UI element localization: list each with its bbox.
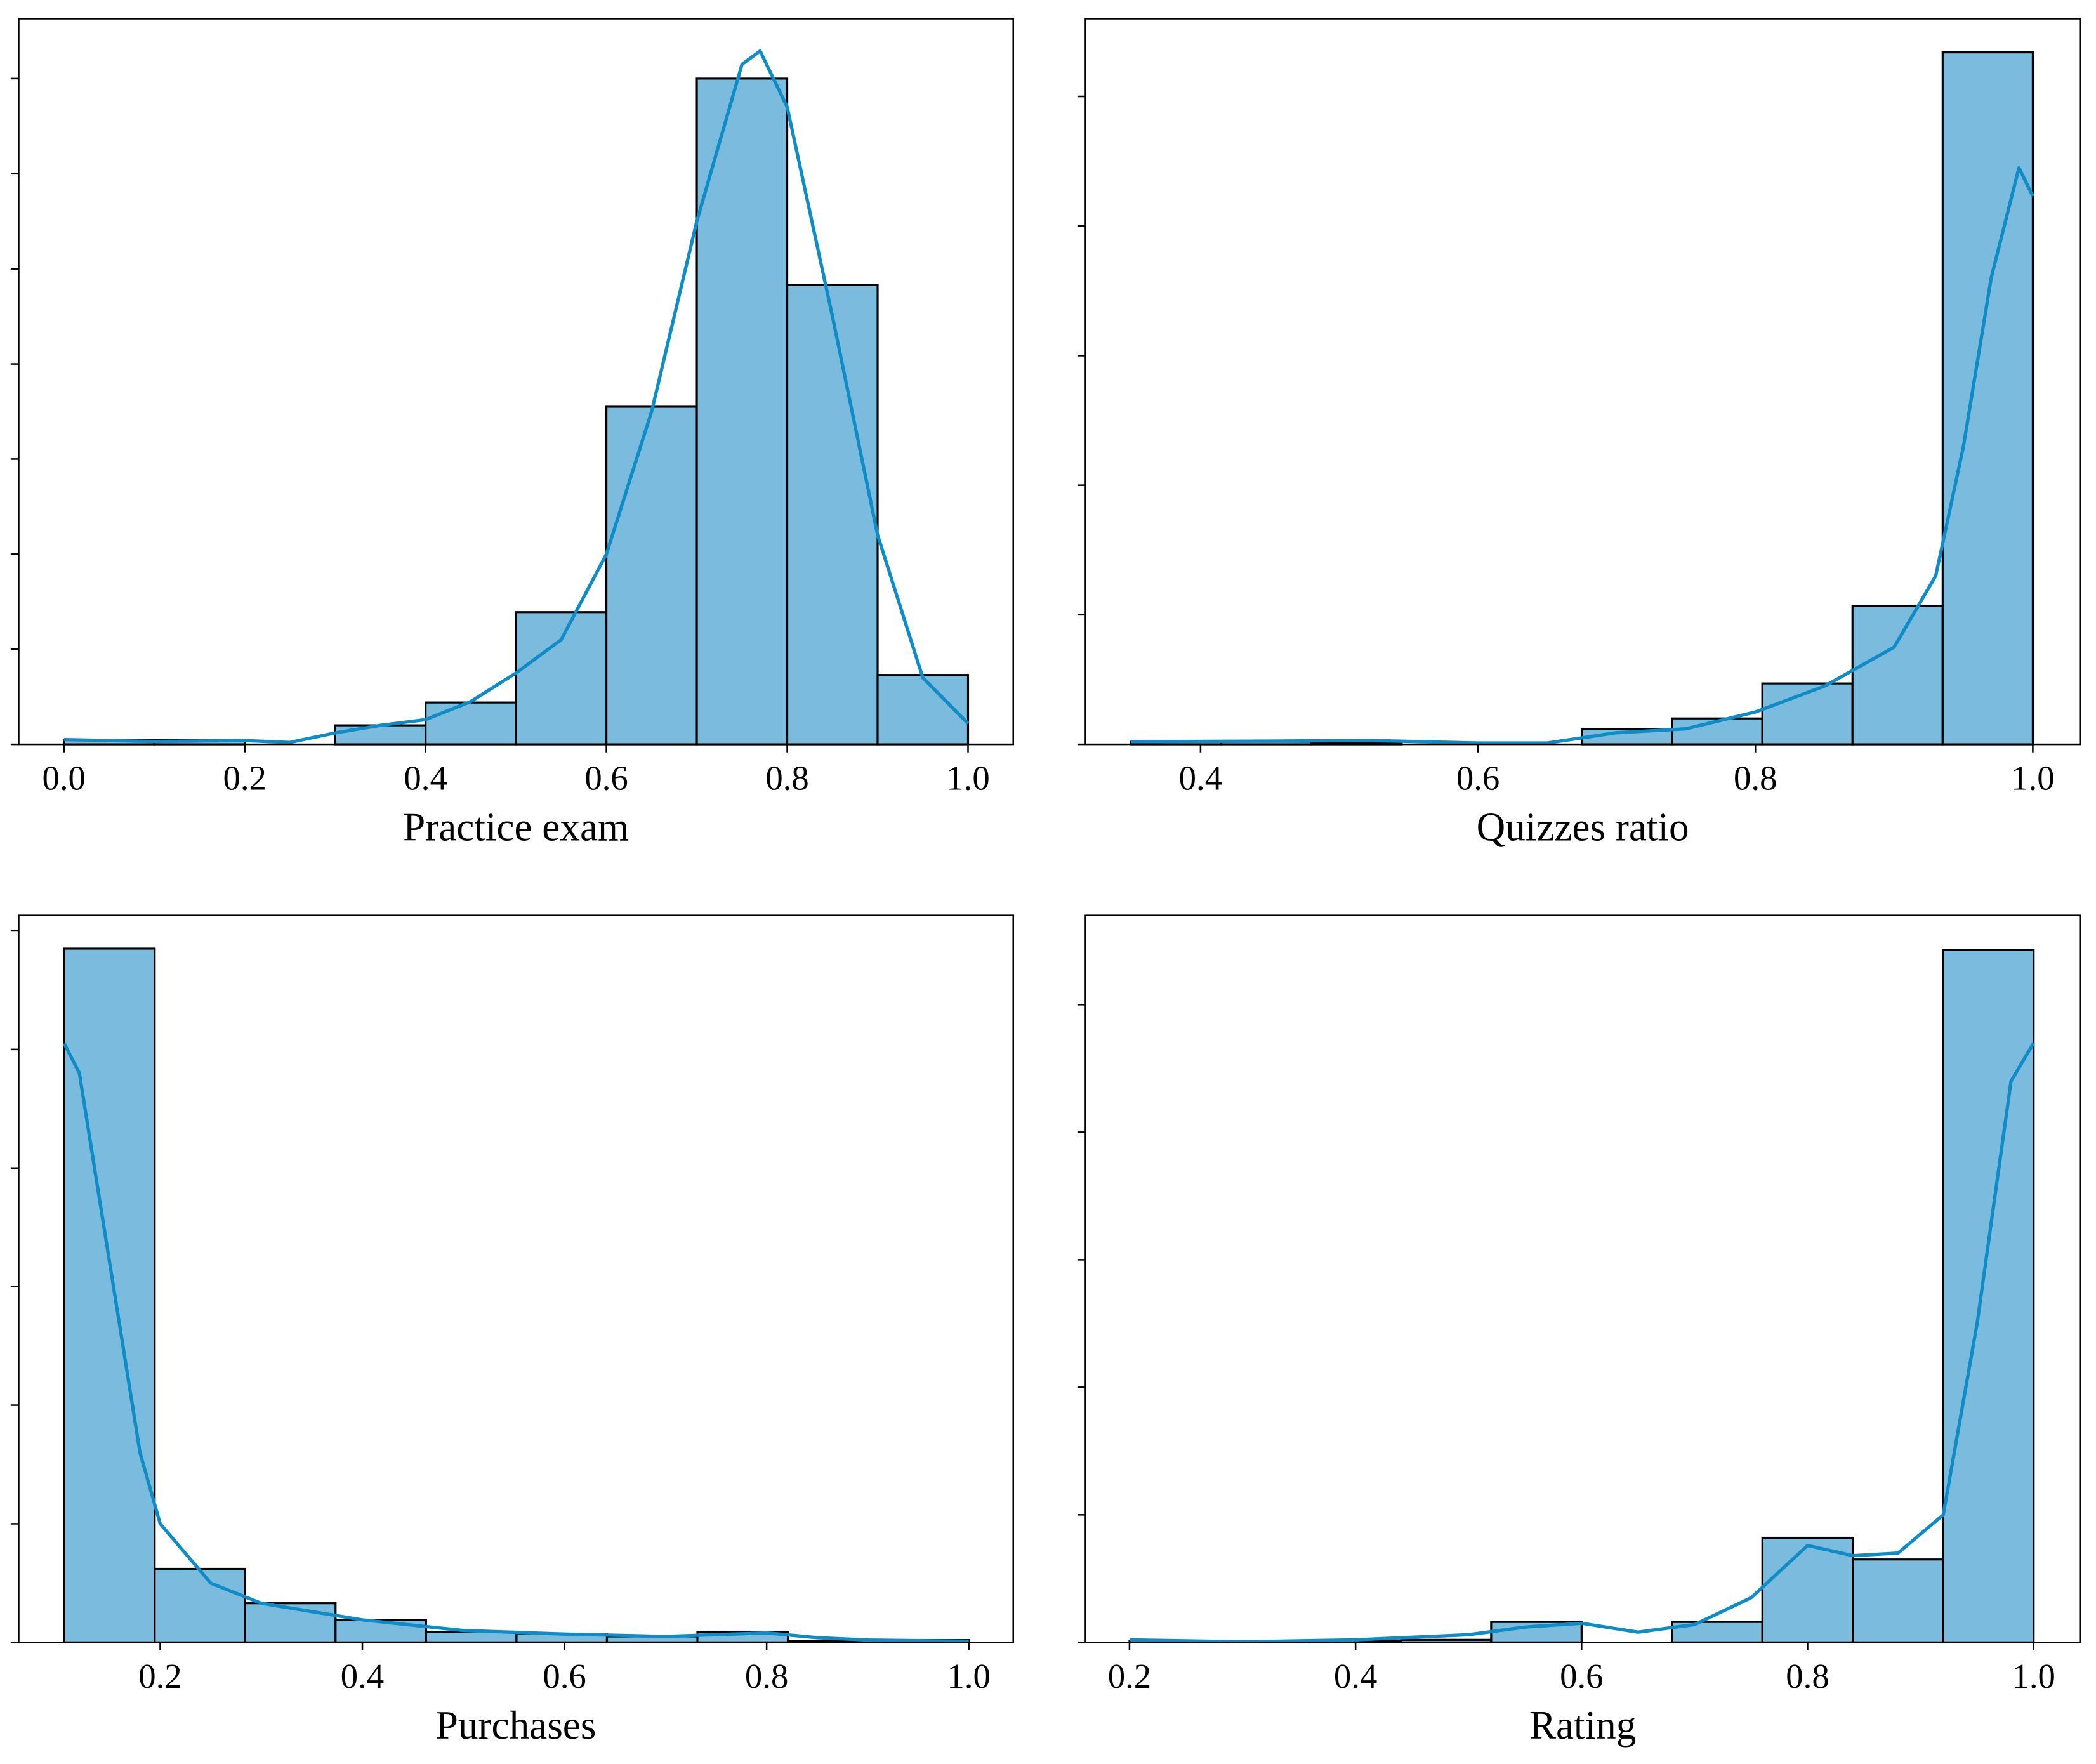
x-axis-label: Purchases [436,1703,597,1748]
histogram-bar [1941,51,2034,746]
x-axis-label: Rating [1529,1703,1636,1748]
x-tick-label: 0.6 [1456,759,1499,798]
kde-line [1131,166,2034,745]
x-tick-label: 1.0 [2011,759,2054,798]
histogram-bar [63,947,156,1643]
histogram-bar [1942,949,2035,1643]
plot-frame [18,914,1014,1643]
kde-line [1129,1042,2035,1643]
histogram-bar [425,701,517,746]
histogram-bar [1852,1558,1944,1643]
histogram-bar [334,724,427,746]
histogram-bar [1851,604,1944,746]
x-tick-label: 1.0 [2012,1657,2055,1695]
x-tick-label: 0.4 [341,1657,384,1695]
x-tick-label: 0.8 [1734,759,1777,798]
kde-line [63,49,970,744]
x-tick-label: 0.6 [584,759,628,798]
x-tick-label: 0.8 [1786,1657,1829,1695]
x-axis-label: Quizzes ratio [1477,805,1689,850]
x-tick-label: 0.2 [223,759,266,798]
x-axis-label: Practice exam [403,805,629,850]
histogram-bar [244,1602,337,1643]
x-tick-label: 0.0 [43,759,86,798]
x-tick-label: 0.2 [1108,1657,1151,1695]
histogram-bar [605,405,698,746]
x-tick-label: 0.8 [745,1657,788,1695]
x-tick-label: 0.4 [404,759,447,798]
histogram-bar [786,284,879,746]
x-tick-label: 0.2 [138,1657,181,1695]
kde-line [62,1043,969,1643]
x-tick-label: 0.4 [1334,1657,1377,1695]
histogram-bar [154,1567,246,1643]
x-tick-label: 0.6 [1560,1657,1603,1695]
plot-frame [1084,914,2081,1643]
x-tick-label: 1.0 [947,1657,990,1695]
x-tick-label: 0.6 [543,1657,586,1695]
plot-frame [1084,18,2081,746]
histogram-bar [515,611,608,746]
x-tick-label: 0.4 [1179,759,1222,798]
plot-frame [18,18,1014,746]
histogram-bar [695,77,789,746]
x-tick-label: 1.0 [946,759,989,798]
x-tick-label: 0.8 [765,759,808,798]
